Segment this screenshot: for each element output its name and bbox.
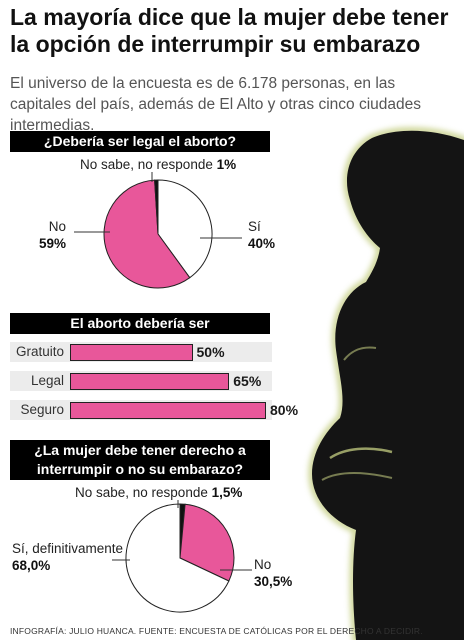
- chart-1-label-no: No 59%: [36, 218, 66, 252]
- chart-1-label-no-name: No: [48, 219, 66, 234]
- page-subtitle: El universo de la encuesta es de 6.178 p…: [10, 75, 421, 134]
- footer-credit: INFOGRAFÍA: JULIO HUANCA. FUENTE: ENCUES…: [10, 626, 423, 636]
- chart-3-label-si-value: 68,0%: [12, 558, 51, 573]
- chart-3-label-no: No 30,5%: [254, 556, 292, 590]
- chart-3-pie-slice-2: [125, 503, 230, 613]
- chart-3-title: ¿La mujer debe tener derecho a interrump…: [10, 440, 270, 480]
- page-title: La mayoría dice que la mujer debe tener …: [10, 4, 449, 57]
- chart-2-title: El aborto debería ser: [10, 313, 270, 334]
- chart-1-label-nsnr: No sabe, no responde 1%: [80, 156, 236, 173]
- bar-value-label: 80%: [270, 402, 299, 418]
- chart-3-label-no-value: 30,5%: [254, 574, 293, 589]
- chart-1-pie: [103, 179, 213, 289]
- chart-1-pie-slice-1: [103, 179, 191, 289]
- chart-3-label-si: Sí, definitivamente 68,0%: [12, 540, 123, 574]
- bar: [70, 343, 193, 361]
- bar-category-label: Legal: [30, 373, 64, 388]
- chart-1-pie-slice-2: [154, 179, 159, 235]
- bar: [70, 372, 230, 390]
- chart-3-label-nsnr: No sabe, no responde 1,5%: [75, 484, 242, 501]
- bar-category-label: Seguro: [20, 402, 64, 417]
- bar: [70, 401, 266, 419]
- chart-1-label-si-value: 40%: [248, 236, 276, 251]
- chart-1-label-si: Sí 40%: [248, 218, 275, 252]
- chart-1-title: ¿Debería ser legal el aborto?: [10, 131, 270, 152]
- bar-category-label: Gratuito: [15, 344, 64, 359]
- chart-3-label-no-name: No: [254, 557, 272, 572]
- chart-1-label-nsnr-name: No sabe, no responde: [80, 157, 213, 172]
- chart-3-label-nsnr-value: 1,5%: [211, 485, 243, 500]
- chart-1-label-no-value: 59%: [38, 236, 66, 251]
- chart-3-pie: [125, 503, 235, 613]
- chart-3-label-nsnr-name: No sabe, no responde: [75, 485, 208, 500]
- bar-value-label: 65%: [233, 373, 262, 389]
- chart-1-label-nsnr-value: 1%: [216, 157, 237, 172]
- chart-3-pie-slice-1: [179, 503, 235, 582]
- chart-1-pie-slice-0: [157, 179, 213, 279]
- chart-3-label-si-name: Sí, definitivamente: [12, 541, 124, 556]
- bar-value-label: 50%: [196, 344, 225, 360]
- chart-1-label-si-name: Sí: [248, 219, 261, 234]
